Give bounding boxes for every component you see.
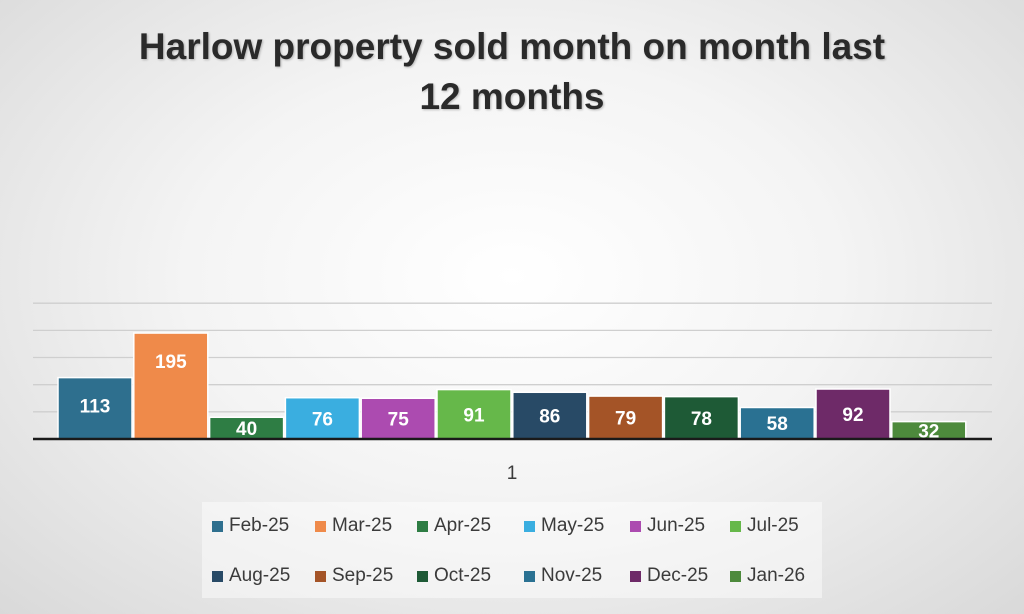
legend-item-jan-26: Jan-26 [730,564,805,588]
bar-aug-25 [512,391,588,440]
legend-item-dec-25: Dec-25 [630,564,708,588]
data-label-jan-26: 32 [918,421,939,442]
data-label-mar-25: 195 [155,352,187,373]
data-label-jul-25: 91 [463,405,485,426]
legend-label: Sep-25 [332,565,394,586]
chart-title-line-1: Harlow property sold month on month last [138,26,886,67]
legend-label: Dec-25 [647,565,709,586]
legend-item-jul-25: Jul-25 [730,514,799,538]
legend-swatch [730,570,741,582]
data-label-nov-25: 58 [767,414,788,435]
legend-label: Oct-25 [434,565,492,586]
bar-dec-25 [815,388,891,440]
legend-label: May-25 [541,515,605,536]
legend-label: Aug-25 [229,565,291,586]
legend-label: Jul-25 [747,515,799,536]
data-label-oct-25: 78 [691,409,712,430]
data-label-may-25: 76 [312,409,333,430]
legend-item-mar-25: Mar-25 [315,514,392,538]
legend-label: Jan-26 [747,565,806,586]
data-label-apr-25: 40 [236,419,257,440]
legend-swatch [315,570,326,582]
legend-swatch [212,570,223,582]
legend-swatch [730,520,741,532]
bar-jul-25 [436,388,512,440]
legend-label: Apr-25 [434,515,492,536]
bar-sep-25 [587,395,664,440]
legend-item-sep-25: Sep-25 [315,564,393,588]
legend-item-oct-25: Oct-25 [417,564,491,588]
bar-feb-25 [57,376,133,440]
data-label-sep-25: 79 [615,409,636,430]
data-label-aug-25: 86 [539,407,560,428]
data-label-feb-25: 113 [80,397,111,418]
legend-swatch [417,520,428,532]
legend-item-may-25: May-25 [524,514,604,538]
chart-title: Harlow property sold month on month last… [0,22,1024,122]
legend-swatch [630,570,641,582]
legend-label: Jun-25 [647,515,706,536]
bar-oct-25 [663,395,740,440]
legend-swatch [524,520,535,532]
legend-label: Nov-25 [541,565,603,586]
bar-may-25 [284,396,361,440]
legend-swatch [630,520,641,532]
chart-title-line-2: 12 months [419,76,605,117]
legend-item-nov-25: Nov-25 [524,564,602,588]
chart-legend: Feb-25 Mar-25 Apr-25 May-25 Jun-25 Jul-25 Aug-… [202,502,822,598]
legend-swatch [417,570,428,582]
legend-item-apr-25: Apr-25 [417,514,491,538]
legend-label: Mar-25 [332,515,393,536]
legend-item-aug-25: Aug-25 [212,564,290,588]
bar-mar-25 [133,332,209,440]
legend-label: Feb-25 [229,515,290,536]
bar-nov-25 [739,406,815,440]
legend-swatch [524,570,535,582]
legend-swatch [212,520,223,532]
x-tick-label: 1 [507,463,518,484]
legend-item-jun-25: Jun-25 [630,514,705,538]
legend-item-feb-25: Feb-25 [212,514,289,538]
data-label-dec-25: 92 [842,405,863,426]
legend-swatch [315,520,326,532]
data-label-jun-25: 75 [388,410,410,431]
